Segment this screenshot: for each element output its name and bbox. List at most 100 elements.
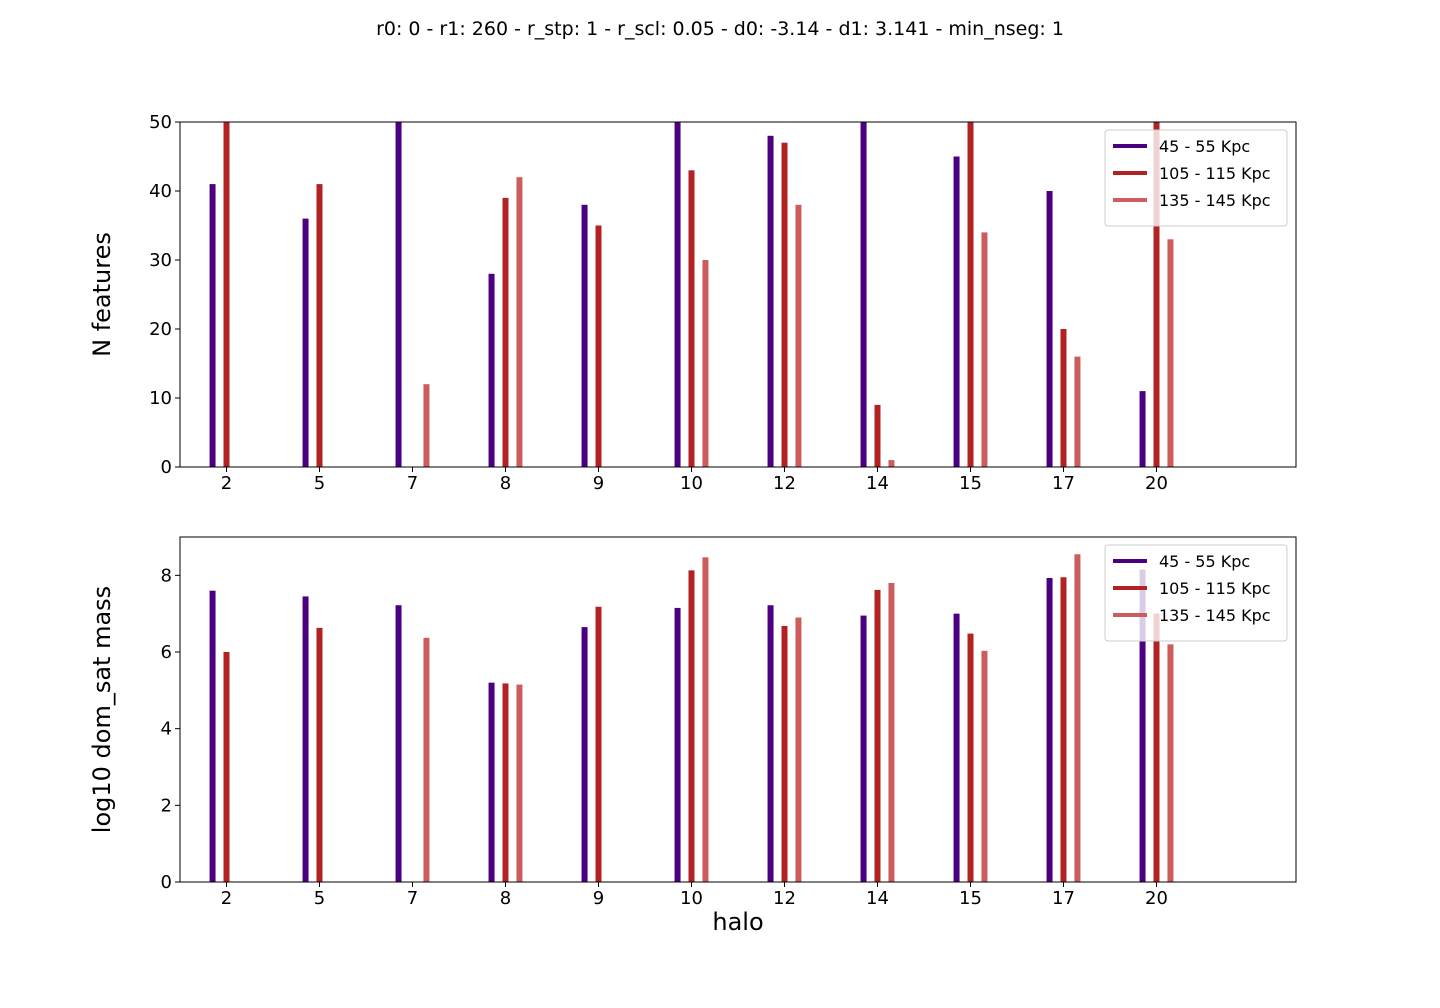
bar-1-1-17: [1060, 577, 1067, 882]
bar-1-2-14: [888, 583, 895, 882]
bar-0-0-8: [488, 273, 495, 467]
bar-1-1-5: [316, 627, 323, 882]
legend: 45 - 55 Kpc 105 - 115 Kpc 135 - 145 Kpc: [1104, 129, 1288, 227]
bar-1-0-20: [1139, 569, 1146, 882]
x-tick-label: 20: [1145, 888, 1168, 909]
y-tick-label: 10: [149, 388, 172, 409]
figure-suptitle: r0: 0 - r1: 260 - r_stp: 1 - r_scl: 0.05…: [376, 18, 1064, 40]
x-tick-label: 8: [500, 888, 511, 909]
bar-1-1-14: [874, 589, 881, 882]
axes-frame: [179, 536, 1297, 883]
legend-entry: 45 - 55 Kpc: [1159, 137, 1250, 156]
legend-entry: 135 - 145 Kpc: [1159, 191, 1271, 210]
legend-entry: 105 - 115 Kpc: [1159, 164, 1271, 183]
bar-0-2-14: [888, 460, 895, 467]
bar-1-0-9: [581, 627, 588, 882]
bar-1-1-8: [502, 683, 509, 882]
x-tick-label: 10: [680, 888, 703, 909]
bar-0-0-10: [674, 122, 681, 467]
bar-1-1-10: [688, 570, 695, 882]
bar-1-0-17: [1046, 578, 1053, 882]
y-tick-label: 0: [161, 457, 172, 478]
x-tick-label: 2: [221, 473, 232, 494]
legend-box: [1104, 129, 1288, 227]
x-tick-label: 15: [959, 473, 982, 494]
bar-0-0-14: [860, 122, 867, 467]
x-tick-label: 17: [1052, 473, 1075, 494]
y-tick-label: 6: [161, 642, 172, 663]
bar-0-0-15: [953, 156, 960, 467]
x-tick-label: 15: [959, 888, 982, 909]
bar-0-2-20: [1167, 239, 1174, 467]
bar-1-2-10: [702, 557, 709, 882]
y-tick-label: 8: [161, 565, 172, 586]
bar-0-0-12: [767, 135, 774, 468]
bar-0-0-2: [209, 184, 216, 467]
bar-1-2-12: [795, 617, 802, 882]
bar-1-0-12: [767, 605, 774, 882]
bar-0-0-9: [581, 204, 588, 468]
y-tick-label: 2: [161, 795, 172, 816]
bar-0-1-17: [1060, 329, 1067, 467]
bar-0-2-10: [702, 260, 709, 467]
y-tick-label: 30: [149, 250, 172, 271]
bar-1-1-20: [1153, 613, 1160, 882]
bar-0-1-14: [874, 404, 881, 467]
bar-0-1-2: [223, 122, 230, 467]
y-axis-label: N features: [88, 232, 116, 357]
bar-0-1-20: [1153, 122, 1160, 467]
bar-0-0-5: [302, 218, 309, 467]
bar-0-0-17: [1046, 191, 1053, 467]
bar-1-1-9: [595, 606, 602, 882]
bar-0-1-9: [595, 225, 602, 467]
bar-0-2-12: [795, 204, 802, 468]
x-tick-label: 20: [1145, 473, 1168, 494]
y-tick-label: 20: [149, 319, 172, 340]
y-axis-label: log10 dom_sat mass: [88, 586, 116, 833]
x-tick-label: 10: [680, 473, 703, 494]
bar-1-2-17: [1074, 554, 1081, 882]
bar-1-0-10: [674, 607, 681, 882]
x-tick-label: 14: [866, 473, 889, 494]
dom-sat-mass-panel: 2 5 7 8 9 10 12 14 15 17 20 0 2 4 6 8 log10 dom_sat mass…: [88, 536, 1297, 936]
bar-0-2-15: [981, 232, 988, 467]
x-tick-label: 5: [314, 888, 325, 909]
x-tick-label: 9: [593, 888, 604, 909]
bar-1-1-15: [967, 633, 974, 882]
y-tick-label: 40: [149, 181, 172, 202]
bar-1-0-7: [395, 605, 402, 882]
bar-0-1-12: [781, 142, 788, 467]
y-tick-label: 50: [149, 112, 172, 133]
bar-0-1-15: [967, 122, 974, 467]
x-tick-label: 12: [773, 473, 796, 494]
bar-0-0-7: [395, 122, 402, 467]
bar-1-1-12: [781, 625, 788, 882]
bar-0-2-8: [516, 177, 523, 467]
legend-entry: 135 - 145 Kpc: [1159, 606, 1271, 625]
n-features-panel: 2 5 7 8 9 10 12 14 15 17 20 0 10 20 30 40 50 N features 45…: [88, 112, 1297, 494]
bar-1-2-15: [981, 650, 988, 882]
bar-0-2-7: [423, 384, 430, 467]
x-tick-label: 9: [593, 473, 604, 494]
bar-0-1-8: [502, 197, 509, 467]
x-tick-label: 17: [1052, 888, 1075, 909]
x-tick-label: 7: [407, 888, 418, 909]
legend-entry: 105 - 115 Kpc: [1159, 579, 1271, 598]
bar-0-1-5: [316, 184, 323, 467]
y-tick-label: 4: [161, 719, 172, 740]
bar-0-2-17: [1074, 356, 1081, 467]
x-tick-label: 5: [314, 473, 325, 494]
bar-1-2-7: [423, 637, 430, 882]
x-tick-label: 8: [500, 473, 511, 494]
bar-1-1-2: [223, 652, 230, 882]
x-tick-label: 12: [773, 888, 796, 909]
bar-1-0-14: [860, 615, 867, 882]
axes-frame: [179, 121, 1297, 468]
bar-1-0-2: [209, 590, 216, 882]
bar-1-0-8: [488, 682, 495, 882]
bar-0-1-10: [688, 170, 695, 468]
x-axis-label: halo: [712, 908, 763, 936]
legend-entry: 45 - 55 Kpc: [1159, 552, 1250, 571]
x-tick-label: 14: [866, 888, 889, 909]
